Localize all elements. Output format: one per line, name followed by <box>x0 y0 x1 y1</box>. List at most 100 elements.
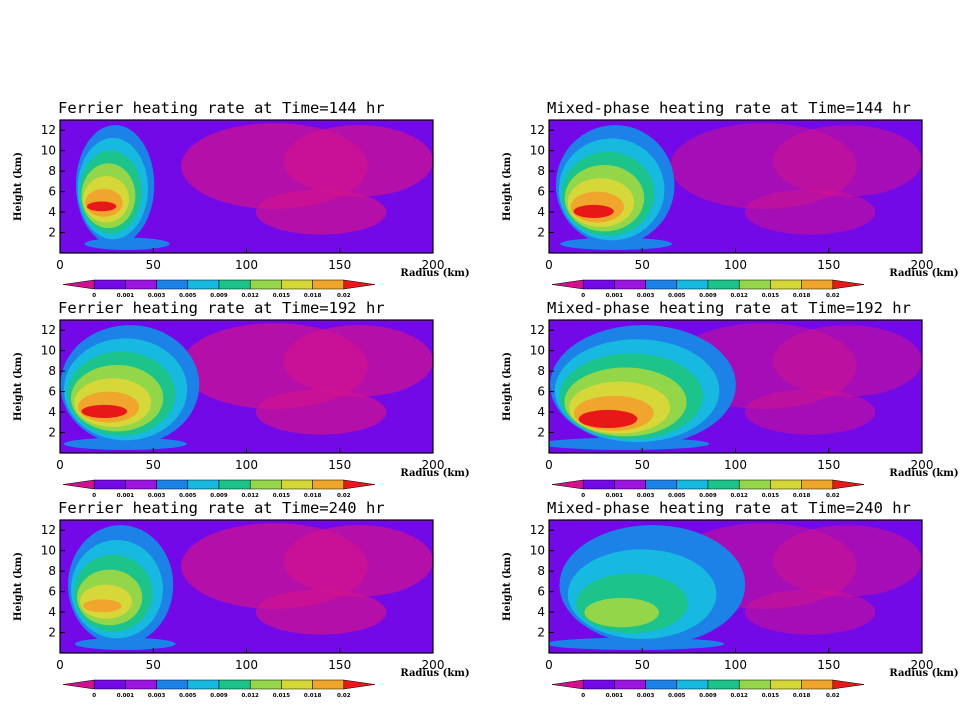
colorbar-segment <box>676 479 709 490</box>
colorbar-tick-label: 0.009 <box>210 293 228 299</box>
colorbar-tick-label: 0.018 <box>304 693 322 699</box>
contour-level-0.012 <box>584 597 659 628</box>
colorbar-segment <box>249 279 282 290</box>
colorbar-segment <box>770 679 802 690</box>
contour-level-0.02 <box>81 404 128 418</box>
colorbar-tick-label: 0.003 <box>148 293 166 299</box>
colorbar-tick-label: 0.012 <box>241 693 259 699</box>
colorbar-segment <box>187 679 220 690</box>
colorbar-segment <box>125 279 157 290</box>
colorbar-tick-label: 0.001 <box>606 293 624 299</box>
colorbar-high-arrow <box>832 479 865 490</box>
x-tick-label: 50 <box>146 458 161 472</box>
y-tick-label: 12 <box>530 123 545 137</box>
colorbar-high-arrow <box>343 679 376 690</box>
colorbar: 0 0.001 0.003 0.005 0.009 0.012 0.015 0.018 0.02 <box>551 279 865 299</box>
panel-title: Ferrier heating rate at Time=240 hr <box>58 499 385 517</box>
panel-title: Mixed-phase heating rate at Time=192 hr <box>547 299 911 317</box>
y-tick-label: 12 <box>41 523 56 537</box>
y-tick-label: 6 <box>537 585 545 599</box>
colorbar-low-arrow <box>62 479 95 490</box>
colorbar-segment <box>312 679 345 690</box>
y-tick-label: 8 <box>48 564 56 578</box>
contour-level-0.02 <box>86 201 117 212</box>
colorbar-high-arrow <box>832 279 865 290</box>
y-tick-label: 8 <box>537 164 545 178</box>
colorbar-low-arrow <box>551 479 584 490</box>
y-tick-label: 12 <box>530 323 545 337</box>
colorbar-segment <box>582 479 615 490</box>
y-tick-label: 6 <box>48 385 56 399</box>
colorbar: 0 0.001 0.003 0.005 0.009 0.012 0.015 0.018 0.02 <box>62 279 376 299</box>
x-tick-label: 150 <box>328 658 351 672</box>
y-tick-label: 4 <box>48 605 56 619</box>
contour-field <box>549 520 922 653</box>
colorbar-segment <box>645 479 678 490</box>
y-tick-label: 4 <box>537 405 545 419</box>
colorbar-segment <box>770 279 802 290</box>
x-tick-label: 0 <box>545 458 553 472</box>
colorbar-tick-label: 0.001 <box>117 493 135 499</box>
colorbar-tick-label: 0.009 <box>210 693 228 699</box>
low-value-region <box>283 525 433 597</box>
heating-panel-2: Mixed-phase heating rate at Time=144 hr 2… <box>502 99 959 299</box>
low-value-region <box>255 589 387 635</box>
x-tick-label: 0 <box>56 658 64 672</box>
y-tick-label: 10 <box>530 544 545 558</box>
colorbar-segment <box>801 479 834 490</box>
colorbar-segment <box>187 279 220 290</box>
colorbar-tick-label: 0.005 <box>179 293 197 299</box>
colorbar: 0 0.001 0.003 0.005 0.009 0.012 0.015 0.018 0.02 <box>551 479 865 499</box>
y-tick-label: 2 <box>537 626 545 640</box>
colorbar-tick-label: 0.012 <box>241 493 259 499</box>
colorbar-tick-label: 0.012 <box>730 293 748 299</box>
heating-panel-5: Ferrier heating rate at Time=240 hr 2 4 6 8 1… <box>13 499 470 699</box>
colorbar-segment <box>707 479 740 490</box>
colorbar: 0 0.001 0.003 0.005 0.009 0.012 0.015 0.018 0.02 <box>62 479 376 499</box>
low-value-region <box>744 189 876 235</box>
x-tick-label: 200 <box>911 258 934 272</box>
x-tick-label: 0 <box>56 258 64 272</box>
heating-panel-3: Ferrier heating rate at Time=192 hr 2 4 6 8 1… <box>13 299 470 499</box>
colorbar-tick-label: 0.015 <box>273 493 291 499</box>
colorbar-tick-label: 0.005 <box>668 693 686 699</box>
colorbar-tick-label: 0 <box>581 493 585 499</box>
colorbar-tick-label: 0.005 <box>179 693 197 699</box>
colorbar-tick-label: 0.005 <box>668 493 686 499</box>
colorbar-segment <box>582 279 615 290</box>
colorbar-high-arrow <box>832 679 865 690</box>
y-tick-label: 6 <box>48 185 56 199</box>
y-tick-label: 4 <box>48 405 56 419</box>
colorbar-segment <box>156 479 189 490</box>
colorbar-tick-label: 0.02 <box>337 493 351 499</box>
x-tick-label: 100 <box>235 458 258 472</box>
y-tick-label: 10 <box>530 144 545 158</box>
x-axis-label: Radius (km) <box>400 268 469 279</box>
panel-title: Mixed-phase heating rate at Time=240 hr <box>547 499 911 517</box>
y-tick-label: 12 <box>41 123 56 137</box>
y-tick-label: 8 <box>537 564 545 578</box>
colorbar-tick-label: 0.001 <box>117 693 135 699</box>
colorbar-low-arrow <box>551 279 584 290</box>
y-tick-label: 8 <box>48 364 56 378</box>
x-tick-label: 50 <box>146 658 161 672</box>
colorbar-high-arrow <box>343 479 376 490</box>
y-axis-label: Height (km) <box>502 552 513 621</box>
contour-field <box>60 320 433 453</box>
colorbar-tick-label: 0.009 <box>699 493 717 499</box>
y-tick-label: 4 <box>537 205 545 219</box>
y-tick-label: 10 <box>41 344 56 358</box>
x-tick-label: 150 <box>817 658 840 672</box>
colorbar-segment <box>156 679 189 690</box>
colorbar-segment <box>801 279 834 290</box>
colorbar-low-arrow <box>62 279 95 290</box>
low-value-region <box>283 325 433 397</box>
colorbar-tick-label: 0.02 <box>826 493 840 499</box>
y-tick-label: 2 <box>48 626 56 640</box>
x-tick-label: 50 <box>635 258 650 272</box>
y-tick-label: 8 <box>537 364 545 378</box>
colorbar-segment <box>645 279 678 290</box>
colorbar-high-arrow <box>343 279 376 290</box>
low-value-region <box>772 325 922 397</box>
colorbar-tick-label: 0.009 <box>699 693 717 699</box>
